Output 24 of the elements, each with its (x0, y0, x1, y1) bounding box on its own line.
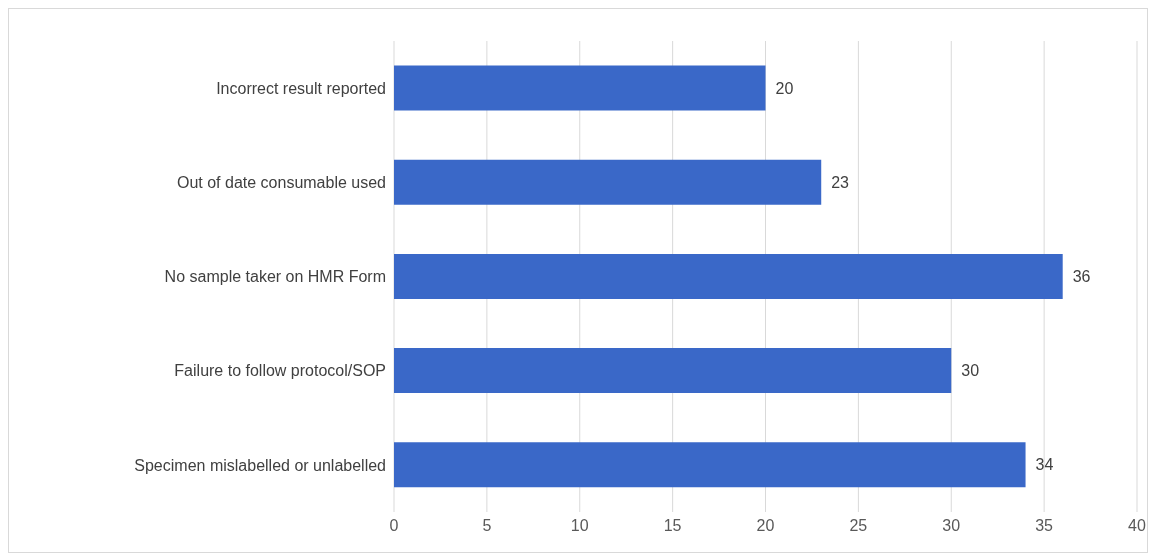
x-tick-label: 30 (942, 517, 961, 535)
data-label: 34 (1035, 456, 1054, 474)
bar (394, 442, 1026, 488)
x-tick-label: 40 (1128, 517, 1146, 535)
bar (394, 253, 1063, 299)
data-label: 30 (961, 362, 980, 380)
bar (394, 65, 766, 111)
bar (394, 159, 822, 205)
y-tick-label: No sample taker on HMR Form (164, 268, 386, 286)
y-tick-label: Specimen mislabelled or unlabelled (134, 456, 386, 474)
y-tick-label: Failure to follow protocol/SOP (174, 362, 386, 380)
y-tick-label: Out of date consumable used (176, 173, 386, 191)
x-tick-label: 25 (849, 517, 868, 535)
x-tick-label: 35 (1035, 517, 1054, 535)
x-tick-label: 5 (482, 517, 492, 535)
data-label: 20 (775, 79, 794, 97)
x-tick-label: 10 (570, 517, 589, 535)
data-label: 23 (831, 173, 850, 191)
x-tick-label: 20 (756, 517, 775, 535)
x-tick-label: 15 (663, 517, 682, 535)
data-label: 36 (1072, 268, 1091, 286)
bar (394, 348, 952, 394)
y-tick-label: Incorrect result reported (216, 79, 386, 97)
x-tick-label: 0 (389, 517, 399, 535)
